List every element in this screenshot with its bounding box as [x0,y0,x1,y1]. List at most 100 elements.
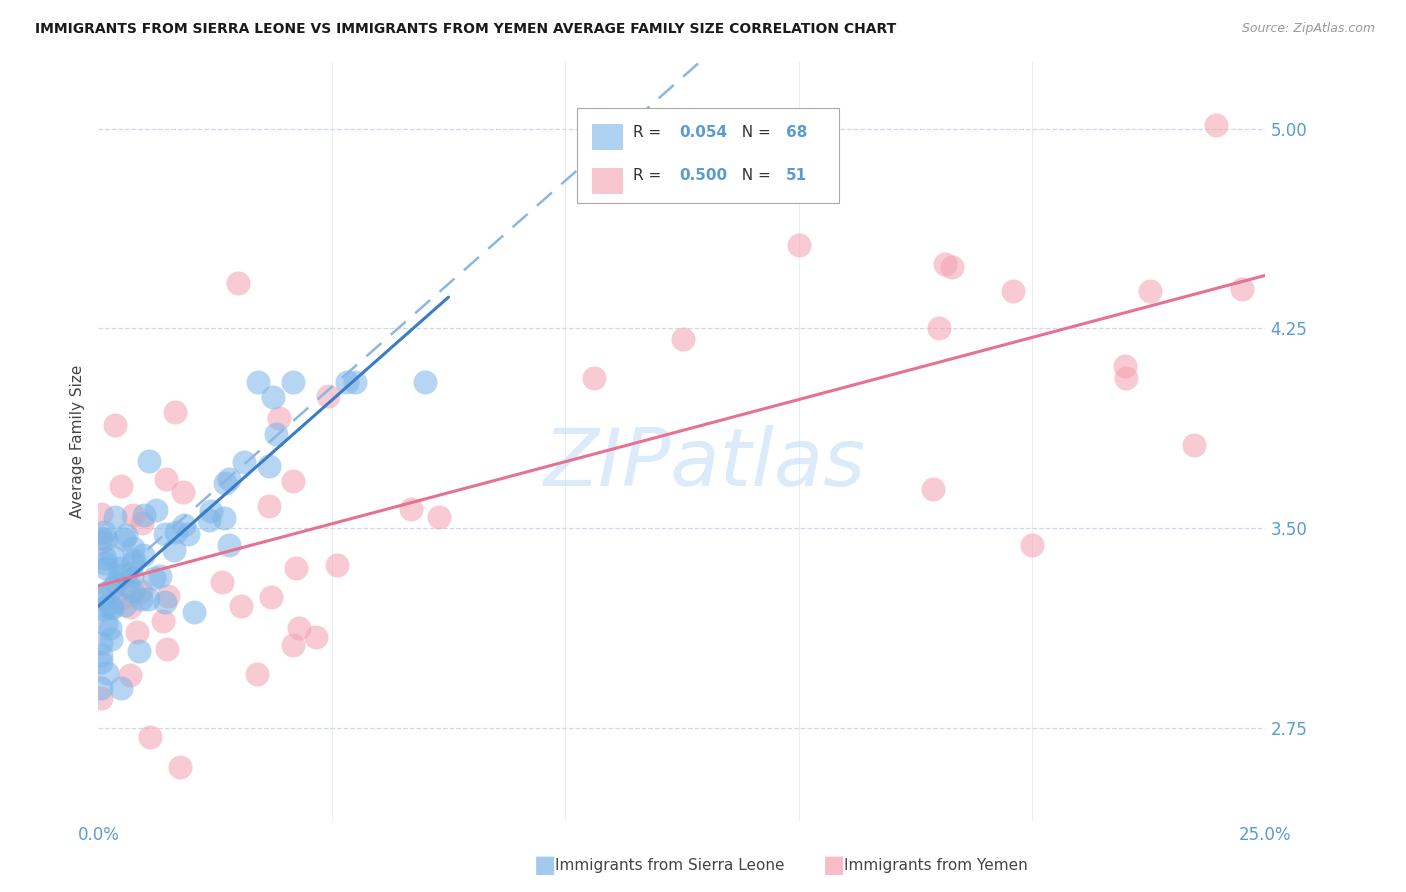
Point [90,648,112,662]
Point [183,605,205,619]
Point [138,454,160,468]
Point [259,458,281,473]
Point [90,681,112,695]
Point [281,638,304,652]
Point [264,426,287,441]
Point [90,535,112,549]
Point [1002,284,1025,298]
Point [162,542,184,557]
Point [94,586,117,600]
Point [122,584,145,599]
Point [1139,284,1161,298]
Point [127,624,149,639]
Text: R =: R = [633,125,666,140]
Point [131,583,153,598]
Point [934,256,956,270]
Point [1205,118,1227,132]
Point [153,595,176,609]
Point [104,418,127,433]
Point [90,636,112,650]
Point [91,591,114,605]
Point [218,472,240,486]
FancyBboxPatch shape [576,108,839,202]
Point [177,527,200,541]
Point [114,567,136,582]
Point [165,405,187,419]
Y-axis label: Average Family Size: Average Family Size [70,365,86,518]
Point [427,509,450,524]
Point [149,568,172,582]
Point [101,581,124,595]
Point [787,238,810,252]
Point [94,561,117,575]
Point [100,599,122,614]
Point [139,730,162,744]
Point [108,569,131,583]
Point [200,504,222,518]
Point [98,621,121,635]
Point [1115,371,1137,385]
Point [104,575,127,590]
Point [111,591,134,605]
Point [211,575,233,590]
Point [1021,538,1043,552]
Point [90,507,112,521]
Point [115,527,138,541]
Point [121,556,143,570]
Point [93,524,115,539]
Point [1184,438,1206,452]
Point [94,550,117,565]
Point [198,513,221,527]
Point [671,332,693,346]
Point [283,475,305,489]
Text: Immigrants from Yemen: Immigrants from Yemen [844,858,1028,872]
Point [118,600,141,615]
Text: N =: N = [733,125,776,140]
Point [157,589,180,603]
Point [269,411,291,425]
FancyBboxPatch shape [592,124,623,149]
Point [281,375,304,389]
Text: 68: 68 [786,125,807,140]
Point [214,475,236,490]
Point [226,276,249,290]
FancyBboxPatch shape [592,168,623,193]
Point [165,524,187,539]
Point [288,621,311,635]
Point [218,538,240,552]
Point [121,541,143,555]
Point [94,532,117,546]
Point [131,591,153,606]
Point [100,632,122,647]
Point [101,601,124,615]
Point [172,484,194,499]
Text: Immigrants from Sierra Leone: Immigrants from Sierra Leone [555,858,785,872]
Point [110,681,132,695]
Text: 0.054: 0.054 [679,125,728,140]
Point [91,602,114,616]
Point [101,549,124,563]
Point [121,569,143,583]
Point [131,549,153,563]
Point [169,760,191,774]
Text: R =: R = [633,169,666,184]
Text: Source: ZipAtlas.com: Source: ZipAtlas.com [1241,22,1375,36]
Point [122,553,145,567]
Point [401,502,423,516]
Point [231,599,253,614]
Point [305,630,328,644]
Point [1230,282,1253,296]
Point [247,375,270,389]
Text: ■: ■ [534,854,557,877]
Point [131,516,153,531]
Point [112,532,135,546]
Point [344,375,367,389]
Point [117,579,139,593]
Point [156,642,179,657]
Text: ■: ■ [823,854,845,877]
Point [260,591,283,605]
Point [152,614,174,628]
Point [120,668,142,682]
Text: ZIPatlas: ZIPatlas [544,425,866,503]
Point [233,455,256,469]
